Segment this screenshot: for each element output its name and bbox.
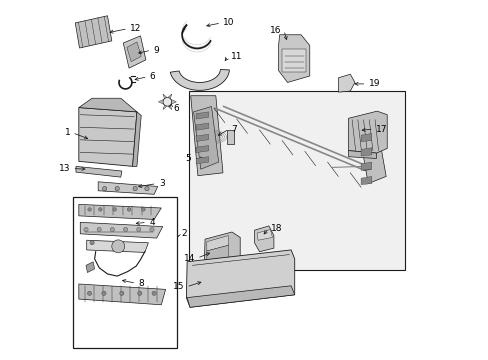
Polygon shape	[79, 108, 137, 166]
Text: 11: 11	[230, 52, 242, 61]
Polygon shape	[79, 98, 137, 112]
Text: 19: 19	[368, 80, 379, 89]
Polygon shape	[359, 126, 386, 184]
Circle shape	[136, 227, 141, 231]
Circle shape	[142, 208, 145, 211]
Circle shape	[110, 227, 114, 231]
Circle shape	[99, 208, 102, 211]
Polygon shape	[187, 286, 294, 307]
Circle shape	[113, 208, 116, 211]
Polygon shape	[278, 35, 309, 82]
Polygon shape	[196, 134, 208, 141]
Polygon shape	[196, 145, 208, 153]
Polygon shape	[76, 166, 122, 177]
Circle shape	[163, 98, 171, 106]
Text: 9: 9	[153, 46, 159, 55]
Polygon shape	[170, 69, 229, 90]
Polygon shape	[206, 245, 228, 262]
Circle shape	[112, 240, 124, 253]
Text: 14: 14	[183, 254, 195, 263]
Text: 8: 8	[138, 279, 144, 288]
Circle shape	[120, 291, 124, 296]
Bar	[73, 197, 177, 348]
Circle shape	[97, 227, 101, 231]
Polygon shape	[348, 150, 376, 158]
Polygon shape	[123, 36, 145, 68]
Polygon shape	[75, 16, 112, 48]
Polygon shape	[196, 112, 208, 119]
Circle shape	[137, 291, 142, 296]
Polygon shape	[282, 49, 305, 72]
Polygon shape	[204, 232, 240, 264]
Text: 10: 10	[223, 18, 234, 27]
Circle shape	[102, 186, 106, 191]
Polygon shape	[79, 204, 161, 220]
Polygon shape	[190, 96, 223, 176]
Polygon shape	[360, 148, 371, 156]
Polygon shape	[206, 235, 228, 251]
Circle shape	[87, 291, 92, 296]
Circle shape	[88, 208, 91, 211]
Polygon shape	[86, 240, 148, 252]
Polygon shape	[254, 226, 273, 252]
Polygon shape	[338, 74, 354, 92]
Polygon shape	[163, 94, 167, 102]
Text: 6: 6	[173, 104, 179, 113]
Polygon shape	[348, 111, 386, 153]
Polygon shape	[126, 42, 141, 62]
Text: 1: 1	[64, 128, 70, 137]
Polygon shape	[167, 101, 171, 109]
Polygon shape	[80, 222, 163, 238]
Text: 15: 15	[172, 282, 184, 291]
Text: 6: 6	[149, 72, 155, 81]
Circle shape	[144, 186, 149, 191]
Polygon shape	[167, 99, 176, 105]
Text: 13: 13	[59, 164, 70, 173]
Text: 17: 17	[375, 125, 386, 134]
Circle shape	[102, 291, 106, 296]
Polygon shape	[360, 176, 371, 185]
Polygon shape	[86, 262, 94, 273]
Text: 16: 16	[270, 26, 281, 35]
Polygon shape	[196, 123, 208, 130]
Circle shape	[152, 291, 156, 296]
Polygon shape	[167, 94, 171, 102]
Text: 2: 2	[181, 229, 186, 238]
Circle shape	[133, 186, 137, 191]
Polygon shape	[158, 99, 167, 105]
Polygon shape	[98, 182, 158, 194]
Polygon shape	[132, 112, 141, 166]
Polygon shape	[360, 162, 371, 170]
Circle shape	[149, 227, 154, 231]
Circle shape	[115, 186, 119, 191]
Polygon shape	[226, 130, 233, 144]
Text: 12: 12	[130, 24, 141, 33]
Text: 7: 7	[231, 125, 237, 134]
Polygon shape	[257, 229, 272, 240]
Text: 4: 4	[149, 218, 154, 227]
Polygon shape	[188, 91, 405, 270]
Text: 3: 3	[159, 179, 164, 188]
Circle shape	[90, 240, 94, 245]
Circle shape	[123, 227, 127, 231]
Circle shape	[127, 208, 131, 211]
Polygon shape	[360, 134, 371, 141]
Polygon shape	[186, 250, 294, 307]
Polygon shape	[163, 101, 167, 109]
Polygon shape	[196, 157, 208, 164]
Text: 18: 18	[270, 224, 282, 233]
Text: 5: 5	[185, 154, 191, 163]
Polygon shape	[79, 284, 165, 305]
Polygon shape	[362, 164, 370, 171]
Polygon shape	[193, 107, 218, 169]
Circle shape	[83, 227, 88, 231]
